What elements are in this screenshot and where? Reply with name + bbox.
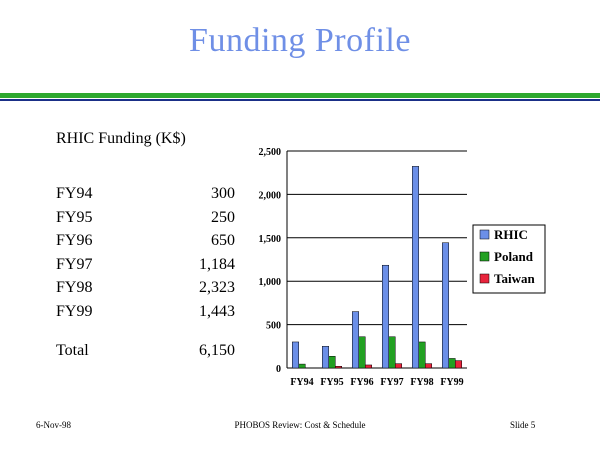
funding-year: FY96 [56, 232, 93, 249]
x-tick-label: FY96 [350, 377, 373, 388]
funding-value: 1,184 [199, 255, 235, 273]
funding-table: FY94 300 FY95 250 FY96 650 FY97 1,184 FY… [56, 182, 235, 323]
funding-row: FY97 1,184 [56, 253, 235, 277]
bar-taiwan-fy95 [335, 366, 342, 369]
x-tick-label: FY98 [410, 377, 433, 388]
funding-row: FY94 300 [56, 182, 235, 206]
bar-taiwan-fy98 [425, 363, 432, 369]
bar-poland-fy99 [448, 358, 456, 369]
legend-swatch-taiwan [479, 273, 490, 284]
bar-rhic-fy98 [412, 166, 419, 369]
y-tick-label: 1,500 [259, 234, 282, 245]
y-tick-label: 1,000 [259, 277, 282, 288]
bar-rhic-fy99 [442, 242, 449, 369]
bar-poland-fy95 [328, 356, 336, 369]
bar-taiwan-fy99 [455, 360, 462, 369]
x-tick-label: FY97 [380, 377, 403, 388]
y-tick-label: 500 [266, 321, 281, 332]
bar-poland-fy98 [418, 341, 426, 369]
footer-slide-number: Slide 5 [510, 420, 536, 430]
x-tick-label: FY99 [440, 377, 463, 388]
funding-value: 300 [211, 185, 235, 202]
funding-value: 250 [211, 208, 235, 226]
bar-rhic-fy94 [292, 341, 299, 369]
funding-total-value: 6,150 [199, 342, 235, 359]
x-tick-label: FY94 [290, 377, 313, 388]
funding-row: FY98 2,323 [56, 276, 235, 300]
funding-value: 2,323 [199, 279, 235, 296]
bar-rhic-fy96 [352, 311, 359, 369]
bar-rhic-fy95 [322, 346, 329, 369]
bar-poland-fy96 [358, 336, 366, 369]
title-divider-green [0, 93, 600, 98]
y-tick-label: 2,000 [259, 190, 282, 201]
y-tick-label: 2,500 [259, 147, 282, 158]
funding-year: FY97 [56, 255, 93, 273]
footer-date: 6-Nov-98 [36, 420, 71, 430]
bar-taiwan-fy96 [365, 364, 372, 369]
funding-value: 1,443 [199, 302, 235, 320]
funding-year: FY98 [56, 279, 93, 296]
bar-taiwan-fy97 [395, 363, 402, 369]
legend-label-taiwan: Taiwan [494, 271, 535, 286]
funding-row: FY95 250 [56, 206, 235, 230]
funding-total-label: Total [56, 342, 89, 359]
legend-swatch-rhic [479, 229, 490, 240]
bar-poland-fy94 [298, 363, 306, 369]
funding-year: FY99 [56, 302, 93, 320]
slide-title: Funding Profile [189, 22, 411, 59]
y-tick-label: 0 [276, 364, 281, 375]
title-divider-navy [0, 99, 600, 101]
footer-title: PHOBOS Review: Cost & Schedule [234, 420, 366, 430]
funding-year: FY95 [56, 208, 93, 226]
funding-year: FY94 [56, 185, 93, 202]
funding-total-row: Total 6,150 [56, 339, 235, 362]
legend-swatch-poland [479, 251, 490, 262]
x-tick-label: FY95 [320, 377, 343, 388]
funding-row: FY96 650 [56, 229, 235, 253]
funding-value: 650 [211, 232, 235, 249]
funding-heading: RHIC Funding (K$) [56, 130, 186, 147]
bar-poland-fy97 [388, 336, 396, 369]
funding-row: FY99 1,443 [56, 300, 235, 324]
legend-label-rhic: RHIC [494, 227, 528, 242]
legend-label-poland: Poland [494, 249, 534, 264]
bar-rhic-fy97 [382, 264, 389, 369]
